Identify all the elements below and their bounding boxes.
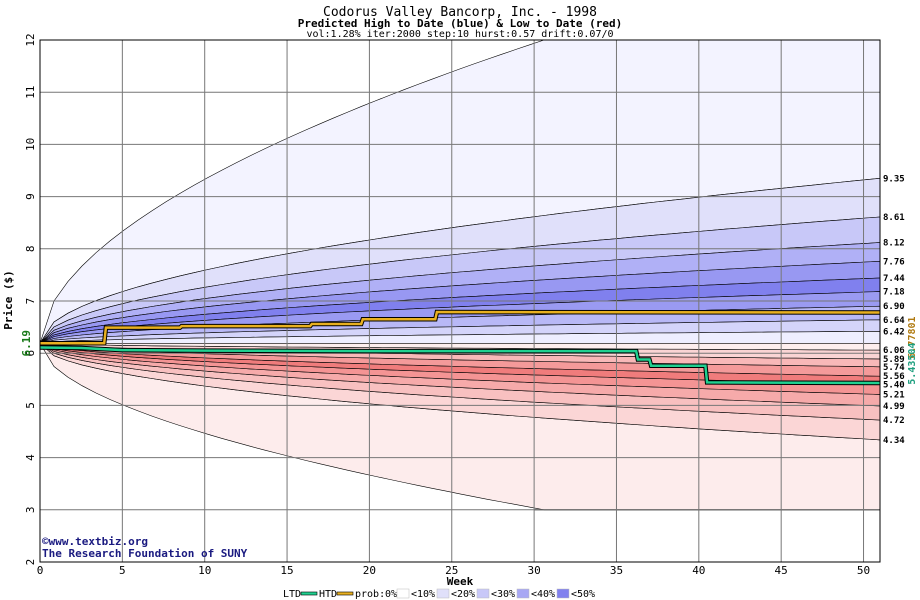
- chart-subtitle: Predicted High to Date (blue) & Low to D…: [298, 17, 623, 30]
- x-tick-label: 15: [280, 564, 293, 577]
- legend-ltd-swatch: [300, 591, 318, 596]
- y-tick-label: 10: [24, 138, 37, 151]
- x-tick-label: 5: [119, 564, 126, 577]
- legend-htd-label: HTD: [319, 589, 337, 600]
- legend: LTD HTD prob: 0% <10% <20% <30% <40% <50%: [283, 588, 595, 600]
- x-tick-label: 40: [692, 564, 705, 577]
- high-end-label: 6.90: [883, 302, 905, 312]
- x-tick-label: 0: [37, 564, 44, 577]
- legend-item-label: <50%: [571, 589, 595, 600]
- low-end-label: 4.34: [883, 436, 905, 446]
- legend-item-label: <20%: [451, 589, 475, 600]
- low-end-label: 5.40: [883, 381, 905, 391]
- x-tick-label: 50: [857, 564, 870, 577]
- high-end-label: 6.64: [883, 316, 905, 326]
- series-lines: [39, 309, 881, 386]
- y-tick-label: 4: [24, 454, 37, 461]
- legend-swatch: [556, 588, 570, 599]
- ltd-end-label: 5.43504: [907, 343, 918, 385]
- y-tick-label: 11: [24, 86, 37, 99]
- high-end-label: 6.42: [883, 327, 905, 337]
- grid-lines: [40, 39, 880, 563]
- legend-prob-prefix: prob:: [355, 589, 385, 600]
- legend-swatch: [516, 588, 530, 599]
- y-axis-label: Price ($): [2, 270, 15, 330]
- htd-line: [40, 310, 881, 345]
- low-end-label: 5.21: [883, 390, 905, 400]
- low-end-label: 4.99: [883, 402, 905, 412]
- legend-htd-swatch: [336, 591, 354, 596]
- y-tick-label: 3: [24, 506, 37, 513]
- organization-text: The Research Foundation of SUNY: [42, 547, 248, 560]
- low-end-label: 6.06: [883, 346, 905, 356]
- y-tick-labels: 2 3 4 5 6 7 8 9 10 11 12: [24, 33, 37, 565]
- y-tick-label: 12: [24, 33, 37, 46]
- y-tick-label: 8: [24, 245, 37, 252]
- y-tick-label: 7: [24, 298, 37, 305]
- low-end-label: 4.72: [883, 416, 905, 426]
- htd-end-label: 6.77801: [907, 316, 918, 358]
- y-tick-label: 5: [24, 402, 37, 409]
- chart-params: vol:1.28% iter:2000 step:10 hurst:0.57 d…: [306, 29, 613, 40]
- legend-item-label: <40%: [531, 589, 555, 600]
- low-end-label: 5.89: [883, 355, 905, 365]
- y-tick-label: 2: [24, 559, 37, 566]
- y-tick-label: 9: [24, 193, 37, 200]
- copyright-text: ©www.textbiz.org: [42, 535, 148, 548]
- high-end-label: 8.12: [883, 239, 905, 249]
- high-end-label: 7.18: [883, 288, 905, 298]
- legend-ltd-label: LTD: [283, 589, 301, 600]
- x-tick-labels: 0 5 10 15 20 25 30 35 40 45 50: [37, 564, 870, 577]
- low-end-label: 5.56: [883, 372, 905, 382]
- legend-item-label: <30%: [491, 589, 515, 600]
- high-end-label: 7.76: [883, 257, 905, 267]
- y-tick-label: 6: [24, 350, 37, 357]
- plot-frame: [39, 39, 881, 563]
- high-end-label: 9.35: [883, 174, 905, 184]
- probability-bands: [39, 39, 881, 562]
- legend-swatch: [436, 588, 450, 599]
- x-tick-label: 35: [610, 564, 623, 577]
- chart-title: Codorus Valley Bancorp, Inc. - 1998: [323, 5, 597, 20]
- x-tick-label: 20: [363, 564, 376, 577]
- x-tick-label: 10: [198, 564, 211, 577]
- high-end-label: 7.44: [883, 274, 905, 284]
- low-end-label: 5.74: [883, 363, 905, 373]
- band-end-labels: 9.35 8.61 8.12 7.76 7.44 7.18 6.90 6.646.42 6.06…: [883, 174, 905, 446]
- x-axis-label: Week: [447, 575, 474, 588]
- x-tick-label: 25: [445, 564, 458, 577]
- high-end-label: 8.61: [883, 213, 905, 223]
- legend-swatch: [476, 588, 490, 599]
- legend-zero-label: 0%: [385, 589, 397, 600]
- ltd-line: [39, 346, 881, 385]
- start-price-label: 6.19: [20, 330, 33, 357]
- x-tick-label: 30: [527, 564, 540, 577]
- legend-item-label: <10%: [411, 589, 435, 600]
- legend-swatch: [396, 588, 410, 599]
- x-tick-label: 45: [775, 564, 788, 577]
